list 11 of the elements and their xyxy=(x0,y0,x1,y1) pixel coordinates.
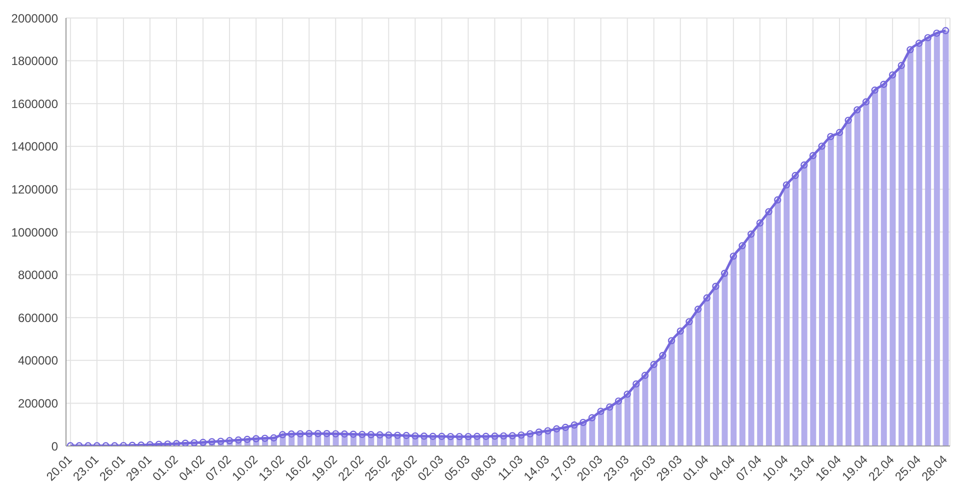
y-tick-label: 600000 xyxy=(18,310,58,325)
y-tick-label: 1600000 xyxy=(11,96,58,111)
y-tick-label: 1800000 xyxy=(11,54,58,68)
y-tick-label: 800000 xyxy=(18,268,58,282)
y-tick-label: 1000000 xyxy=(11,225,58,240)
y-tick-label: 400000 xyxy=(18,354,58,368)
y-tick-label: 1200000 xyxy=(11,182,58,196)
y-tick-label: 2000000 xyxy=(11,11,58,26)
y-tick-label: 200000 xyxy=(18,396,58,410)
y-tick-label: 0 xyxy=(51,439,58,454)
y-tick-label: 1400000 xyxy=(11,140,58,154)
